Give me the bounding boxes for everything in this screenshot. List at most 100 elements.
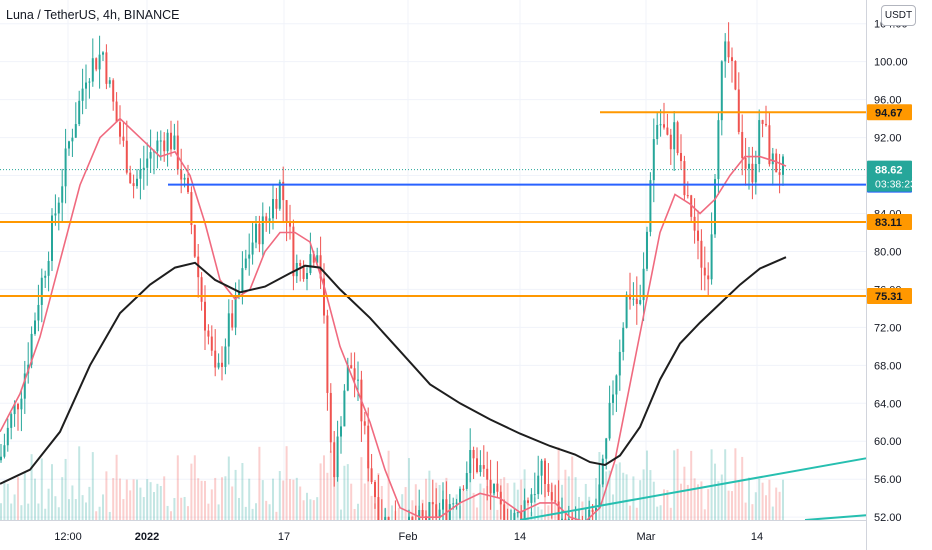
- candle-body: [125, 140, 128, 173]
- candle-body: [156, 140, 159, 152]
- volume-bar: [506, 483, 509, 520]
- candle-body: [340, 426, 342, 437]
- volume-bar: [584, 483, 587, 520]
- volume-bar: [204, 480, 206, 520]
- candle-body: [632, 298, 635, 300]
- volume-bar: [272, 478, 274, 520]
- trend-line: [804, 514, 867, 521]
- volume-bar: [258, 446, 261, 520]
- volume-bar: [697, 484, 699, 520]
- candle-body: [227, 313, 230, 347]
- candle-body: [666, 127, 669, 135]
- candle-body: [629, 294, 631, 300]
- volume-bar: [690, 450, 693, 520]
- volume-bar: [238, 497, 240, 520]
- volume-bar: [156, 483, 159, 520]
- candle-body: [166, 132, 169, 152]
- volume-bar: [714, 463, 716, 520]
- volume-bar: [547, 505, 550, 520]
- candle-body: [244, 258, 247, 269]
- candle-body: [724, 41, 727, 62]
- candle-body: [88, 81, 91, 83]
- volume-bar: [210, 489, 213, 520]
- candle-body: [734, 60, 737, 90]
- volume-bar: [333, 473, 336, 520]
- volume-bar: [309, 499, 312, 520]
- volume-bar: [13, 494, 16, 520]
- candle-body: [425, 516, 427, 522]
- overlay-lines: [0, 111, 867, 523]
- volume-bar: [649, 470, 652, 520]
- candle-body: [204, 301, 206, 331]
- volume-bar: [282, 480, 285, 520]
- candle-body: [513, 512, 516, 522]
- volume-bar: [302, 500, 305, 520]
- candle-body: [683, 161, 686, 196]
- candle-body: [64, 148, 67, 187]
- candle-body: [748, 163, 750, 169]
- volume-bar: [136, 479, 138, 520]
- volume-bar: [187, 506, 189, 520]
- volume-bar: [520, 479, 523, 520]
- volume-bar: [720, 474, 723, 520]
- candle-body: [251, 242, 254, 255]
- candle-body: [595, 508, 597, 513]
- volume-bar: [176, 455, 179, 520]
- candle-body: [312, 254, 315, 263]
- volume-bar: [85, 502, 87, 520]
- candle-body: [622, 327, 625, 352]
- volume-bar: [214, 477, 217, 520]
- candle-body: [71, 137, 74, 142]
- candle-body: [61, 186, 64, 203]
- candle-body: [170, 132, 172, 150]
- volume-bar: [312, 500, 315, 520]
- volume-bar: [197, 478, 200, 520]
- candle-body: [13, 403, 16, 415]
- volume-bar: [404, 487, 407, 520]
- candle-body: [476, 458, 478, 473]
- volume-bar: [64, 458, 67, 520]
- volume-bar: [108, 511, 111, 520]
- price-tick-label: 56.00: [874, 474, 902, 486]
- candle-body: [656, 124, 659, 140]
- candle-body: [68, 141, 70, 149]
- volume-bar: [462, 490, 465, 520]
- volume-bar: [737, 481, 740, 520]
- candle-body: [183, 177, 186, 180]
- volume-bar: [27, 503, 30, 520]
- candle-body: [306, 273, 308, 279]
- candle-body: [159, 140, 162, 142]
- volume-bar: [227, 456, 230, 520]
- volume-bar: [166, 505, 169, 520]
- volume-bar: [727, 490, 730, 520]
- level-price-tag: [867, 104, 912, 121]
- volume-bar: [571, 456, 574, 520]
- volume-bar: [146, 479, 149, 520]
- volume-bar: [482, 488, 485, 520]
- candle-body: [217, 362, 220, 368]
- candle-body: [51, 215, 53, 261]
- candle-body: [533, 494, 536, 496]
- volume-bar: [363, 483, 366, 520]
- volume-bar: [635, 507, 638, 520]
- currency-button[interactable]: USDT: [881, 5, 916, 26]
- candle-body: [6, 427, 9, 446]
- price-tick-label: 80.00: [874, 246, 902, 258]
- candle-body: [278, 181, 281, 209]
- volume-bar: [537, 506, 540, 520]
- candle-body: [119, 122, 121, 137]
- time-axis: [0, 520, 866, 550]
- candle-body: [411, 516, 414, 523]
- time-tick-label: 17: [278, 531, 290, 543]
- volume-bar: [54, 496, 57, 520]
- candle-body: [353, 368, 356, 380]
- volume-bar: [401, 494, 404, 520]
- price-axis: [866, 0, 932, 550]
- volume-bar: [102, 494, 104, 520]
- candle-body: [489, 479, 492, 494]
- volume-bar: [605, 471, 608, 520]
- volume-bar: [438, 484, 441, 520]
- volume-bar: [142, 497, 145, 520]
- volume-bar: [343, 465, 346, 520]
